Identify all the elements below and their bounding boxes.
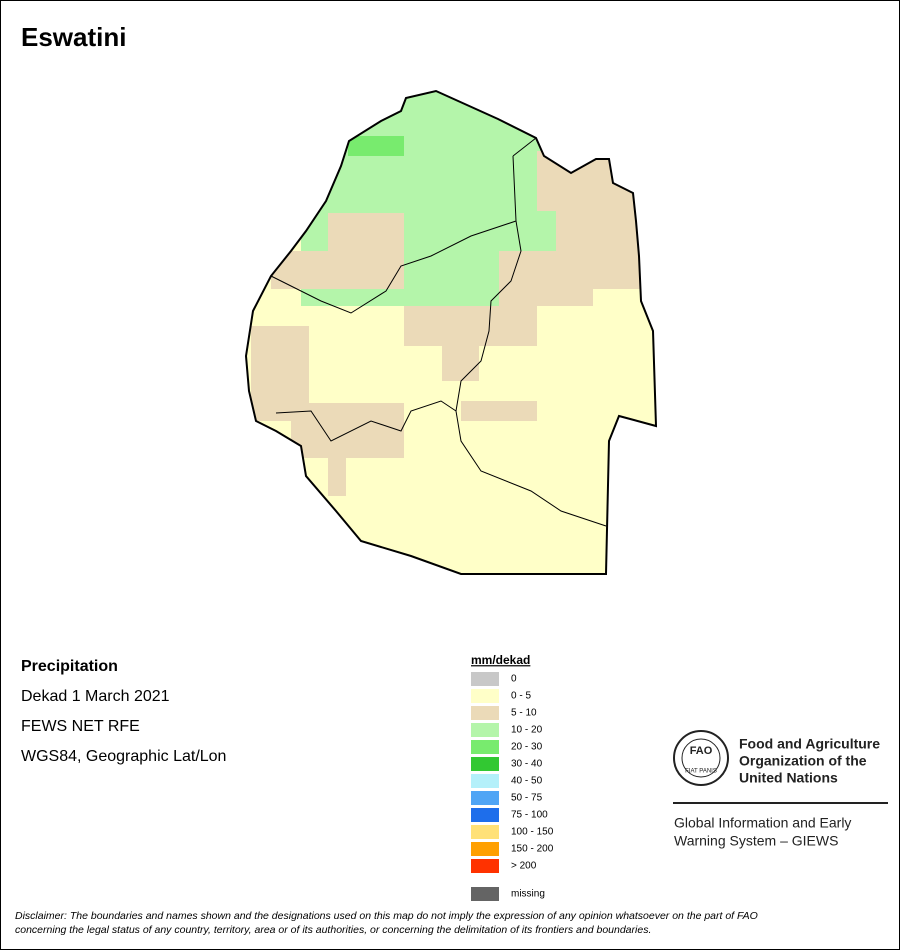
legend-swatch: [471, 842, 499, 856]
legend-swatch: [471, 706, 499, 720]
legend-swatch: [471, 757, 499, 771]
legend-swatch: [471, 723, 499, 737]
legend-swatch: [471, 808, 499, 822]
legend-label: 75 - 100: [511, 810, 548, 821]
raster-cell: [271, 251, 328, 289]
system-name: Global Information and Early: [674, 815, 851, 831]
legend-label: 50 - 75: [511, 793, 543, 804]
legend-label: 0 - 5: [511, 691, 531, 702]
legend-swatch: [471, 740, 499, 754]
legend-swatch: [471, 689, 499, 703]
fao-logo: [673, 730, 729, 786]
disclaimer: concerning the legal status of any count…: [15, 924, 651, 936]
legend-swatch: [471, 791, 499, 805]
system-name: Warning System – GIEWS: [674, 833, 838, 849]
legend-label: 20 - 30: [511, 742, 543, 753]
legend-swatch: [471, 887, 499, 901]
legend-label: missing: [511, 889, 545, 900]
legend-label: 150 - 200: [511, 844, 554, 855]
legend-title: mm/dekad: [471, 653, 530, 667]
legend-label: 5 - 10: [511, 708, 537, 719]
rainfall-raster: [246, 91, 656, 574]
organization-name: Organization of the: [739, 753, 867, 769]
raster-cell: [328, 213, 404, 289]
legend: 0 0 - 5 5 - 10 10 - 20 20 - 30 30 - 40 40 - 50…: [471, 672, 554, 901]
raster-cell: [291, 403, 404, 458]
raster-cell: [499, 251, 593, 306]
legend-label: > 200: [511, 861, 537, 872]
map-title: Eswatini: [21, 22, 126, 52]
legend-label: 0: [511, 674, 517, 685]
legend-label: 30 - 40: [511, 759, 543, 770]
raster-cell: [461, 401, 537, 421]
disclaimer: Disclaimer: The boundaries and names sho…: [15, 910, 758, 922]
info-heading: Precipitation: [21, 658, 118, 675]
district-boundaries: [270, 137, 607, 527]
legend-label: 40 - 50: [511, 776, 543, 787]
raster-cell: [442, 346, 479, 381]
legend-label: 10 - 20: [511, 725, 543, 736]
organization-name: Food and Agriculture: [739, 736, 880, 752]
raster-cell: [404, 306, 537, 346]
legend-swatch: [471, 825, 499, 839]
logo-motto: FIAT PANIS: [685, 769, 717, 775]
country-border: [244, 89, 658, 575]
legend-swatch: [471, 774, 499, 788]
info-line: WGS84, Geographic Lat/Lon: [21, 748, 226, 765]
organization-name: United Nations: [739, 770, 838, 786]
legend-swatch: [471, 672, 499, 686]
info-line: Dekad 1 March 2021: [21, 688, 170, 705]
logo-emblem: FAO: [690, 745, 713, 757]
legend-label: 100 - 150: [511, 827, 554, 838]
raster-cell: [348, 136, 404, 156]
info-line: FEWS NET RFE: [21, 718, 140, 735]
legend-swatch: [471, 859, 499, 873]
raster-cell: [328, 458, 346, 496]
